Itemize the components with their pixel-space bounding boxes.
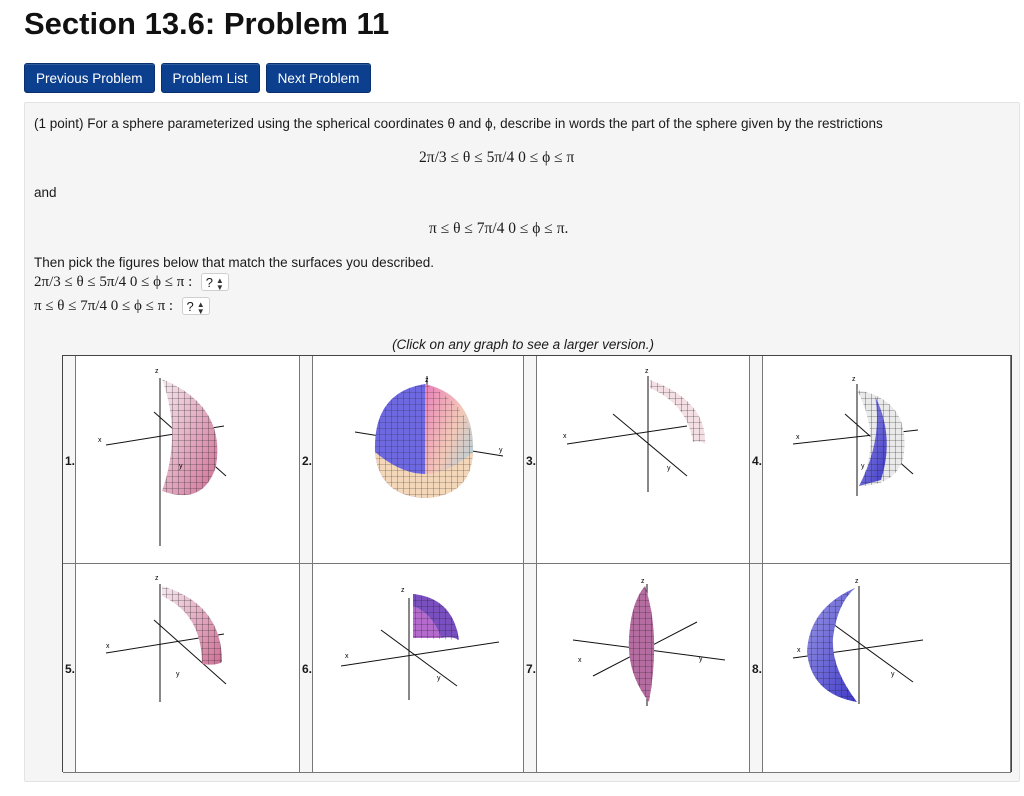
figure-number-1: 1. [63,356,76,564]
page-title: Section 13.6: Problem 11 [24,6,390,41]
svg-text:z: z [155,575,159,582]
svg-text:x: x [797,647,801,654]
next-problem-button[interactable]: Next Problem [265,63,372,93]
svg-text:z: z [641,578,645,585]
figure-number-2: 2. [300,356,313,564]
svg-text:x: x [563,433,567,440]
figure-4[interactable]: z x y [763,356,1011,564]
svg-text:y: y [179,463,183,470]
figure-7-graph: z x y [572,578,726,706]
restriction-2: π ≤ θ ≤ 7π/4 0 ≤ ϕ ≤ π. [429,220,569,237]
svg-text:x: x [98,437,102,444]
figure-5[interactable]: z x y [76,564,300,773]
svg-text:z: z [425,377,429,384]
figure-number-7: 7. [524,564,537,773]
svg-text:z: z [855,578,859,585]
answer-row-2: π ≤ θ ≤ 7π/4 0 ≤ ϕ ≤ π : ? ▲ ▼ [34,297,210,315]
figure-7[interactable]: z x y [537,564,750,773]
svg-text:x: x [106,643,110,650]
problem-navigation: Previous Problem Problem List Next Probl… [24,63,372,93]
answer-2-value: ? [186,299,194,314]
svg-text:x: x [578,657,582,664]
answer-1-label: 2π/3 ≤ θ ≤ 5π/4 0 ≤ ϕ ≤ π : [34,274,193,291]
answer-2-select[interactable]: ? ▲ ▼ [181,297,210,316]
figure-number-5: 5. [63,564,76,773]
answer-1-select[interactable]: ? ▲ ▼ [200,273,229,292]
svg-text:y: y [499,447,503,454]
figure-number-6: 6. [300,564,313,773]
answer-row-1: 2π/3 ≤ θ ≤ 5π/4 0 ≤ ϕ ≤ π : ? ▲ ▼ [34,273,229,291]
restriction-1: 2π/3 ≤ θ ≤ 5π/4 0 ≤ ϕ ≤ π [419,149,575,166]
previous-problem-button[interactable]: Previous Problem [24,63,155,93]
figure-3-graph: z x y [563,368,706,492]
figure-4-graph: z x y [792,376,919,496]
svg-text:y: y [176,671,180,678]
figure-1-graph: z x y [98,368,227,546]
answer-1-value: ? [205,275,213,290]
select-arrows-icon: ▲ ▼ [215,275,224,292]
svg-text:z: z [645,368,649,375]
figure-number-3: 3. [524,356,537,564]
svg-text:y: y [437,675,441,682]
figure-5-graph: z x y [105,575,227,702]
svg-text:z: z [852,376,856,383]
figure-8-graph: z x y [792,578,924,704]
svg-text:z: z [401,587,405,594]
figure-6[interactable]: z x y [313,564,524,773]
problem-intro: (1 point) For a sphere parameterized usi… [34,116,883,131]
svg-text:x: x [345,653,349,660]
figure-2[interactable]: z y [313,356,524,564]
and-text: and [34,185,57,200]
figure-8[interactable]: z x y [763,564,1011,773]
select-arrows-icon: ▲ ▼ [196,299,205,316]
figure-number-4: 4. [750,356,763,564]
svg-text:y: y [699,656,703,663]
pick-instructions: Then pick the figures below that match t… [34,255,434,270]
svg-text:y: y [861,463,865,470]
svg-text:z: z [155,368,159,375]
figure-6-graph: z x y [340,587,500,700]
svg-text:y: y [667,465,671,472]
svg-text:y: y [891,671,895,678]
svg-text:x: x [796,434,800,441]
answer-2-label: π ≤ θ ≤ 7π/4 0 ≤ ϕ ≤ π : [34,298,174,315]
problem-list-button[interactable]: Problem List [160,63,260,93]
figure-2-graph: z y [354,376,504,498]
figure-number-8: 8. [750,564,763,773]
figure-grid: 1. z x y 2. [62,355,1012,773]
figure-caption: (Click on any graph to see a larger vers… [392,337,654,352]
problem-box: (1 point) For a sphere parameterized usi… [24,102,1020,782]
figure-3[interactable]: z x y [537,356,750,564]
figure-1[interactable]: z x y [76,356,300,564]
